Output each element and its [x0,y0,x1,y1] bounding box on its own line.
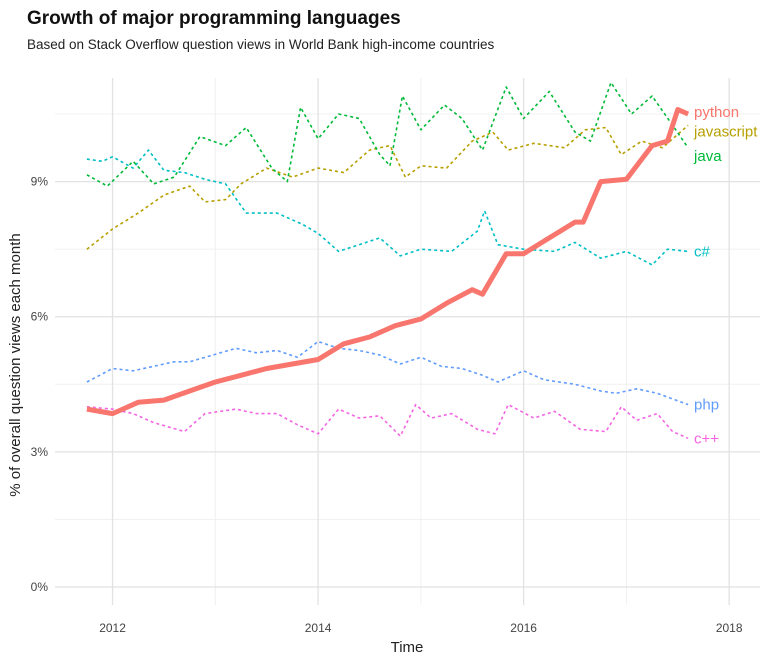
y-tick-label: 3% [31,445,49,459]
series-label-java: java [693,148,722,165]
series-label-javascript: javascript [693,123,758,140]
axis-ticks: 2012 2014 2016 2018 0% 3% 6% 9% [31,175,743,635]
series-label-c: c++ [694,430,719,447]
chart-title: Growth of major programming languages [27,8,401,29]
series-line-c [86,403,689,440]
x-tick-label: 2018 [716,621,743,635]
series-label-python: python [694,104,739,121]
x-axis-label: Time [391,639,424,656]
x-tick-label: 2016 [510,621,537,635]
x-tick-label: 2012 [99,621,126,635]
series-label-php: php [694,397,719,414]
grid [55,78,760,605]
chart-subtitle: Based on Stack Overflow question views i… [27,37,494,52]
series-lines [86,81,690,440]
series-label-c: c# [694,243,711,260]
series-line-java [86,81,689,187]
y-tick-label: 0% [31,580,49,594]
series-line-python [86,107,690,417]
x-tick-label: 2014 [305,621,332,635]
y-tick-label: 6% [31,310,49,324]
y-tick-label: 9% [31,175,49,189]
series-line-php [86,340,689,406]
series-labels: c++ php c# javascript java python [693,104,758,447]
series-line-javascript [86,124,689,250]
y-axis-label: % of overall question views each month [7,233,24,496]
series-line-c [86,149,689,266]
